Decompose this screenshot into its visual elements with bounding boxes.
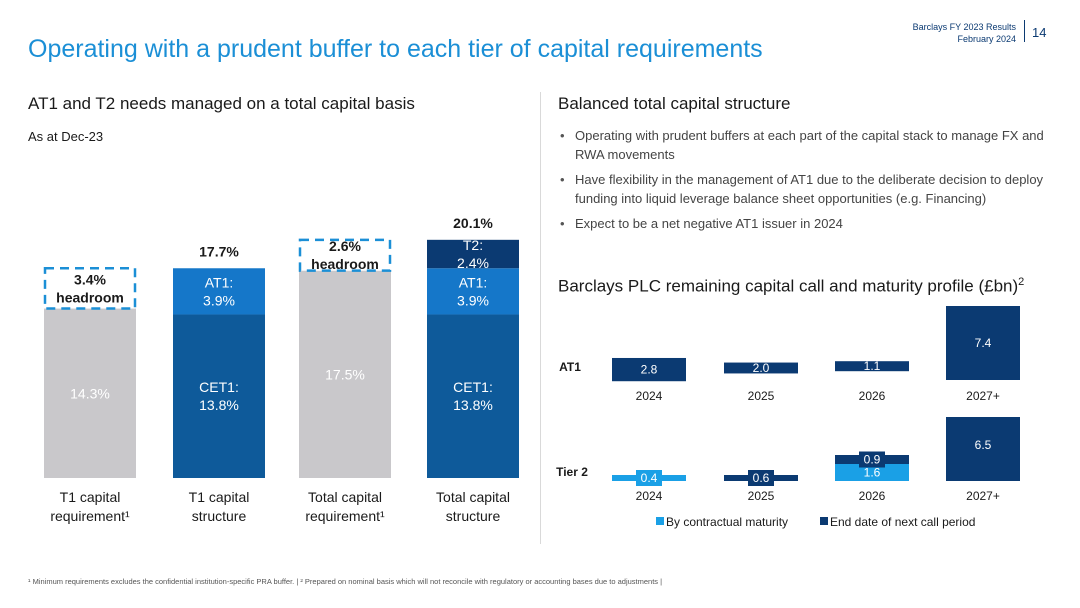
axis-tick-label: 2026 [859, 389, 886, 403]
axis-tick-label: 2024 [636, 389, 663, 403]
segment-label: T2: [463, 237, 483, 253]
section-divider [540, 92, 541, 544]
headroom-box [43, 267, 137, 310]
axis-tick-label: 2027+ [966, 489, 1000, 503]
legend-swatch [656, 517, 664, 525]
bullet-item: Operating with prudent buffers at each p… [558, 126, 1058, 164]
profile-bar [724, 362, 798, 374]
segment-label: headroom [311, 256, 379, 272]
profile-bar-label: 6.5 [975, 438, 992, 452]
profile-bar [612, 357, 686, 382]
axis-tick-label: 2025 [748, 389, 775, 403]
headroom-box [298, 238, 392, 272]
segment-label: 3.4% [74, 271, 106, 287]
capital-stack-chart: 14.3% 3.4% headroom T1 capital requirement¹ C… [43, 215, 519, 524]
segment-label: 14.3% [70, 385, 110, 401]
segment-label: CET1: [453, 379, 493, 395]
profile-bar-label-bg [748, 470, 774, 486]
category-label: T1 capital [189, 489, 250, 505]
segment-label: 17.5% [325, 366, 365, 382]
profile-bar-label: 1.1 [864, 359, 881, 373]
profile-bar-label: 2.8 [641, 363, 658, 377]
axis-tick-label: 2026 [859, 489, 886, 503]
profile-chart-title-text: Barclays PLC remaining capital call and … [558, 276, 1019, 296]
profile-bar [835, 361, 909, 372]
category-label: requirement¹ [50, 508, 130, 524]
left-section-subtitle: As at Dec-23 [28, 129, 104, 144]
axis-tick-label: 2027+ [966, 389, 1000, 403]
bar-segment-base [427, 314, 519, 478]
profile-bar-label: 7.4 [975, 336, 992, 350]
profile-bar-label-bg [859, 451, 885, 468]
profile-bar-label-bg [636, 470, 662, 486]
header-divider [1024, 20, 1025, 42]
profile-chart-title: Barclays PLC remaining capital call and … [558, 270, 1058, 299]
segment-label: 3.9% [203, 292, 235, 308]
profile-bar-label: 0.9 [864, 453, 881, 467]
bullet-item: Have flexibility in the management of AT… [558, 170, 1058, 208]
profile-bar [946, 306, 1020, 380]
profile-bar-label: 2.0 [753, 361, 770, 375]
bullet-item: Expect to be a net negative AT1 issuer i… [558, 214, 1058, 233]
profile-bar-label: 0.6 [753, 471, 770, 485]
axis-tick-label: 2025 [748, 489, 775, 503]
segment-label: 2.6% [329, 238, 361, 254]
report-meta: Barclays FY 2023 Results February 2024 [913, 21, 1016, 45]
category-label: Total capital [308, 489, 382, 505]
legend-label: By contractual maturity [666, 515, 788, 529]
category-label: Total capital [436, 489, 510, 505]
maturity-profile-chart: AT1 2.8 2.0 1.1 7.4 2024 2025 2026 2027+ Tier 2 0.… [556, 306, 1020, 529]
segment-label: 13.8% [453, 397, 493, 413]
segment-label: headroom [56, 289, 124, 305]
segment-label: AT1: [205, 274, 234, 290]
segment-label: 2.4% [457, 255, 489, 271]
segment-label: AT1: [459, 274, 488, 290]
segment-label: 3.9% [457, 292, 489, 308]
total-label: 17.7% [199, 243, 239, 259]
segment-label: CET1: [199, 379, 239, 395]
category-label: structure [192, 508, 247, 524]
profile-bar [946, 417, 1020, 481]
category-label: requirement¹ [305, 508, 385, 524]
page-number: 14 [1032, 25, 1047, 40]
panel-label: AT1 [559, 360, 581, 374]
total-label: 20.1% [453, 215, 493, 231]
bar-segment-base [173, 314, 265, 478]
profile-bar-label: 0.4 [641, 471, 658, 485]
bullet-list: Operating with prudent buffers at each p… [558, 126, 1058, 239]
legend-label: End date of next call period [830, 515, 975, 529]
left-section-title: AT1 and T2 needs managed on a total capi… [28, 94, 415, 113]
footnote: ¹ Minimum requirements excludes the conf… [28, 577, 663, 586]
report-date: February 2024 [957, 34, 1016, 44]
bar-segment-base [299, 270, 391, 478]
report-name: Barclays FY 2023 Results [912, 22, 1016, 32]
axis-tick-label: 2024 [636, 489, 663, 503]
bar-segment-t2 [427, 239, 519, 269]
profile-bar [835, 464, 909, 481]
page-title: Operating with a prudent buffer to each … [28, 35, 763, 63]
bar-segment-base [44, 308, 136, 478]
footnote-ref: 2 [1018, 276, 1025, 288]
segment-label: 13.8% [199, 397, 239, 413]
category-label: structure [446, 508, 501, 524]
right-section-title: Balanced total capital structure [558, 94, 791, 113]
bar-segment-at1 [173, 268, 265, 315]
panel-label: Tier 2 [556, 465, 588, 479]
category-label: T1 capital [60, 489, 121, 505]
legend-swatch [820, 517, 828, 525]
bar-segment-at1 [427, 268, 519, 315]
profile-bar-label: 1.6 [864, 466, 881, 480]
